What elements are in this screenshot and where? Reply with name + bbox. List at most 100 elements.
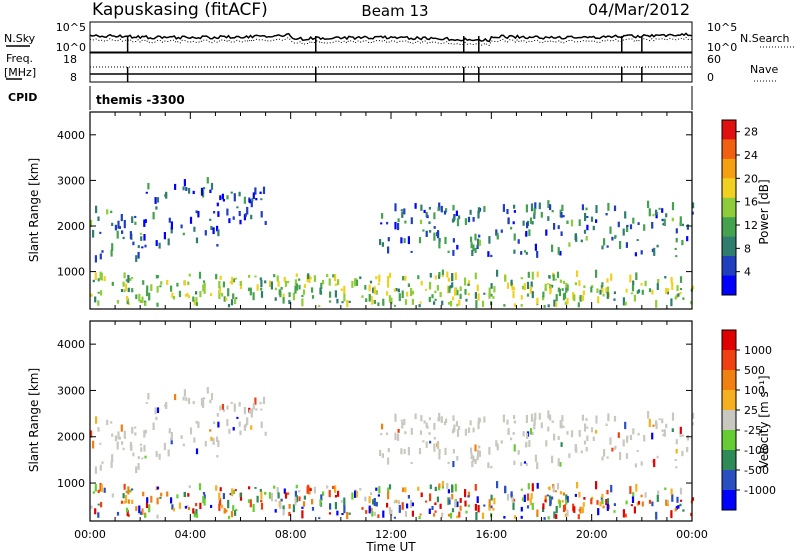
scatter-cell bbox=[203, 494, 206, 499]
scatter-cell bbox=[433, 436, 436, 440]
scatter-cell bbox=[138, 293, 141, 302]
scatter-cell bbox=[223, 508, 226, 514]
scatter-cell bbox=[523, 283, 526, 291]
scatter-cell bbox=[467, 283, 470, 286]
scatter-cell bbox=[148, 292, 151, 301]
scatter-cell bbox=[655, 511, 658, 520]
scatter-cell bbox=[252, 292, 255, 301]
scatter-cell bbox=[223, 296, 226, 302]
scatter-cell bbox=[106, 419, 109, 425]
scatter-cell bbox=[562, 280, 565, 284]
scatter-cell bbox=[605, 499, 608, 506]
scatter-cell bbox=[219, 405, 222, 411]
scatter-cell bbox=[661, 218, 664, 222]
scatter-cell bbox=[470, 447, 473, 454]
scatter-cell bbox=[260, 499, 263, 503]
scatter-cell bbox=[586, 224, 589, 231]
scatter-cell bbox=[117, 220, 120, 229]
scatter-cell bbox=[450, 300, 453, 307]
scatter-cell bbox=[244, 423, 247, 428]
scatter-cell bbox=[607, 202, 610, 211]
scatter-cell bbox=[547, 426, 550, 432]
scatter-cell bbox=[622, 509, 625, 518]
scatter-cell bbox=[663, 429, 666, 437]
colorbar-tick-label: 25 bbox=[744, 404, 758, 417]
scatter-cell bbox=[170, 432, 173, 441]
colorbar-tick-label: 24 bbox=[744, 149, 758, 162]
scatter-cell bbox=[132, 241, 135, 246]
scatter-cell bbox=[206, 387, 209, 394]
scatter-cell bbox=[193, 299, 196, 306]
scatter-cell bbox=[553, 223, 556, 230]
scatter-cell bbox=[455, 210, 458, 217]
scatter-cell bbox=[428, 417, 431, 421]
scatter-cell bbox=[657, 278, 660, 284]
colorbar-tick-label: -500 bbox=[744, 464, 769, 477]
scatter-cell bbox=[420, 204, 423, 211]
scatter-cell bbox=[204, 230, 207, 236]
scatter-cell bbox=[375, 276, 378, 280]
scatter-cell bbox=[525, 441, 528, 448]
scatter-cell bbox=[410, 217, 413, 225]
scatter-cell bbox=[602, 505, 605, 509]
scatter-cell bbox=[522, 431, 525, 437]
scatter-cell bbox=[328, 278, 331, 286]
scatter-cell bbox=[187, 507, 191, 511]
scatter-cell bbox=[417, 275, 420, 280]
scatter-cell bbox=[417, 486, 420, 491]
scatter-cell bbox=[398, 504, 401, 513]
scatter-cell bbox=[125, 279, 128, 282]
scatter-cell bbox=[386, 502, 389, 508]
scatter-cell bbox=[465, 510, 468, 514]
scatter-cell bbox=[244, 213, 247, 217]
scatter-cell bbox=[555, 505, 558, 514]
scatter-cell bbox=[626, 436, 629, 443]
scatter-cell bbox=[690, 512, 693, 517]
scatter-cell bbox=[144, 455, 147, 459]
scatter-cell bbox=[370, 507, 373, 512]
scatter-cell bbox=[578, 219, 581, 226]
scatter-cell bbox=[595, 429, 598, 434]
scatter-cell bbox=[373, 511, 376, 516]
scatter-cell bbox=[99, 442, 102, 445]
scatter-cell bbox=[216, 225, 219, 232]
scatter-cell bbox=[144, 244, 147, 248]
scatter-cell bbox=[420, 492, 423, 498]
scatter-cell bbox=[590, 216, 594, 222]
scatter-cell bbox=[248, 486, 251, 490]
scatter-cell bbox=[254, 275, 257, 278]
scatter-cell bbox=[210, 225, 213, 230]
scatter-cell bbox=[365, 298, 368, 302]
scatter-cell bbox=[441, 481, 444, 488]
scatter-cell bbox=[137, 456, 140, 460]
scatter-cell bbox=[458, 426, 461, 430]
scatter-cell bbox=[250, 200, 253, 208]
scatter-cell bbox=[526, 222, 529, 229]
scatter-cell bbox=[202, 189, 205, 198]
scatter-cell bbox=[548, 495, 552, 501]
scatter-cell bbox=[256, 495, 259, 503]
scatter-cell bbox=[481, 512, 485, 519]
scatter-cell bbox=[255, 198, 258, 201]
scatter-cell bbox=[490, 254, 493, 258]
y-tick-label: 3000 bbox=[57, 174, 85, 187]
scatter-cell bbox=[210, 504, 213, 508]
scatter-cell bbox=[565, 287, 568, 293]
scatter-cell bbox=[439, 292, 442, 298]
scatter-cell bbox=[490, 283, 493, 289]
scatter-cell bbox=[471, 249, 474, 256]
scatter-cell bbox=[407, 495, 410, 499]
scatter-cell bbox=[444, 447, 447, 456]
scatter-cell bbox=[184, 505, 187, 509]
scatter-cell bbox=[386, 432, 389, 435]
scatter-cell bbox=[560, 422, 563, 429]
scatter-cell bbox=[666, 288, 670, 295]
scatter-cell bbox=[573, 294, 576, 301]
freq-tick-high: 18 bbox=[63, 53, 77, 66]
scatter-cell bbox=[490, 505, 493, 509]
scatter-cell bbox=[511, 496, 514, 503]
noise-spikes bbox=[126, 36, 643, 52]
scatter-cell bbox=[368, 496, 371, 504]
scatter-cell bbox=[99, 464, 102, 471]
scatter-cell bbox=[606, 292, 609, 299]
